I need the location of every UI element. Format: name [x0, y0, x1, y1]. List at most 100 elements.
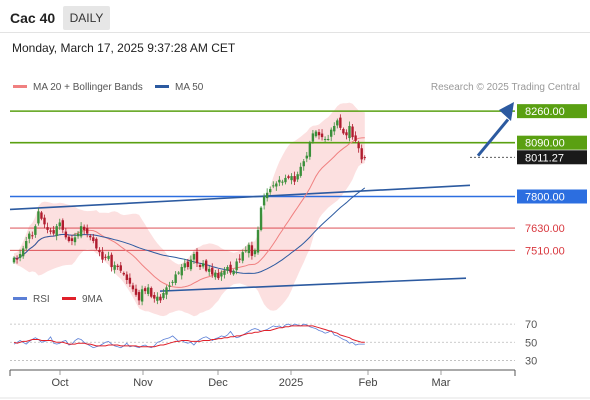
- candle-body: [61, 220, 64, 230]
- candle-body: [125, 274, 129, 280]
- candle-body: [171, 281, 174, 283]
- candle-body: [198, 264, 202, 268]
- candle-body: [79, 226, 83, 237]
- candle-body: [247, 244, 251, 254]
- x-tick-label: 2025: [279, 377, 303, 389]
- candle-body: [76, 233, 80, 237]
- price-label: 7800.00: [525, 191, 565, 203]
- candle-body: [137, 292, 141, 301]
- candle-body: [223, 270, 226, 275]
- price-label: 8011.27: [525, 152, 564, 164]
- candle-body: [302, 161, 305, 167]
- candle-body: [31, 235, 34, 237]
- candle-body: [195, 251, 199, 264]
- candle-body: [235, 261, 238, 271]
- rsi-level-label: 70: [525, 319, 537, 331]
- ma50-line: [13, 187, 366, 274]
- candle-body: [229, 264, 232, 273]
- candle-body: [314, 131, 318, 137]
- candle-body: [70, 238, 74, 242]
- candle-body: [265, 192, 269, 199]
- interval-tab[interactable]: DAILY: [63, 6, 110, 30]
- candle-body: [339, 117, 342, 128]
- candle-body: [250, 245, 254, 256]
- price-levels: [10, 110, 515, 251]
- candle-body: [299, 166, 302, 176]
- header-divider: [0, 32, 590, 33]
- moving-averages: [13, 137, 366, 288]
- candle-body: [143, 288, 147, 292]
- candle-body: [330, 129, 333, 137]
- candle-body: [86, 228, 89, 234]
- candle-body: [150, 287, 153, 297]
- candle-body: [311, 133, 315, 142]
- candle-body: [217, 273, 220, 279]
- x-tick-label: Feb: [359, 377, 378, 389]
- candle-body: [269, 189, 272, 193]
- candle-body: [336, 120, 339, 126]
- candle-body: [119, 265, 122, 271]
- x-tick-label: Oct: [51, 377, 68, 389]
- candle-body: [131, 285, 135, 290]
- candle-body: [220, 272, 223, 277]
- candle-body: [333, 125, 336, 132]
- candle-body: [165, 287, 168, 295]
- candle-body: [278, 179, 281, 183]
- candle-body: [360, 148, 363, 160]
- candle-body: [49, 230, 52, 232]
- price-label: 7510.00: [525, 245, 565, 257]
- candle-body: [46, 227, 49, 230]
- candle-body: [55, 226, 58, 236]
- candle-body: [256, 229, 260, 253]
- candle-body: [348, 125, 351, 139]
- candle-body: [156, 296, 159, 301]
- x-tick-label: Nov: [133, 377, 153, 389]
- candle-body: [25, 241, 28, 249]
- candle-body: [128, 277, 132, 284]
- candle-body: [262, 196, 266, 206]
- candle-body: [174, 274, 177, 283]
- candle-body: [272, 185, 275, 187]
- candle-body: [43, 217, 46, 225]
- candle-body: [320, 133, 324, 138]
- rsi-ma-line: [13, 325, 365, 348]
- candle-body: [244, 250, 247, 252]
- candle-body: [95, 238, 98, 249]
- target-arrow-head: [499, 102, 514, 121]
- candle-body: [204, 260, 208, 271]
- price-label: 8260.00: [525, 106, 565, 118]
- candle-body: [162, 292, 165, 299]
- candle-body: [18, 254, 22, 258]
- candle-body: [15, 258, 19, 260]
- candle-body: [253, 250, 257, 255]
- candle-body: [159, 296, 162, 301]
- report-datetime: Monday, March 17, 2025 9:37:28 AM CET: [12, 41, 236, 55]
- candle-body: [180, 267, 183, 276]
- candle-body: [113, 265, 116, 270]
- instrument-title: Cac 40: [10, 10, 56, 26]
- candle-body: [21, 248, 25, 257]
- candle-body: [323, 138, 327, 140]
- candle-body: [58, 222, 61, 227]
- price-label: 7630.00: [525, 223, 565, 235]
- rsi-ma-legend-swatch: [62, 297, 76, 300]
- legend-swatch-ma50: [155, 85, 169, 88]
- price-label-bg: [517, 135, 587, 150]
- upper-trend-line: [9, 184, 471, 211]
- candle-body: [82, 226, 86, 230]
- rsi-ma-legend-label: 9MA: [82, 294, 103, 305]
- candle-body: [107, 255, 110, 259]
- x-tick-label: Mar: [432, 377, 451, 389]
- candle-body: [89, 235, 92, 238]
- candle-body: [284, 177, 287, 183]
- candle-body: [241, 252, 244, 261]
- price-label-bg: [517, 189, 587, 204]
- candle-body: [326, 138, 330, 140]
- candle-body: [305, 155, 308, 159]
- legend-swatch-ma20: [13, 85, 27, 88]
- candle-body: [281, 181, 284, 183]
- candle-body: [189, 259, 193, 270]
- candle-body: [287, 176, 290, 178]
